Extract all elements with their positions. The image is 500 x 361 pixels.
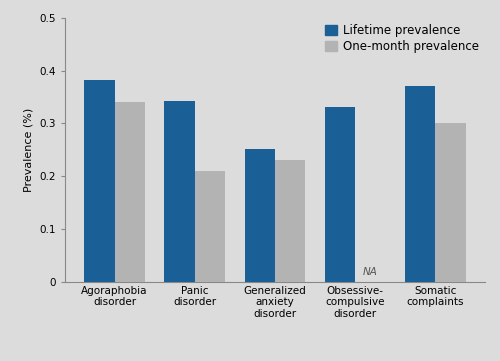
Bar [114, 103, 145, 282]
Bar [324, 106, 355, 282]
Text: NA: NA [363, 268, 378, 277]
Bar [436, 123, 466, 282]
Y-axis label: Prevalence (%): Prevalence (%) [24, 108, 34, 192]
Bar [244, 149, 275, 282]
Bar [195, 171, 226, 282]
Bar [84, 80, 114, 282]
Bar [275, 160, 306, 282]
Bar [405, 86, 436, 282]
Bar [164, 101, 195, 282]
Legend: Lifetime prevalence, One-month prevalence: Lifetime prevalence, One-month prevalenc… [326, 24, 479, 53]
